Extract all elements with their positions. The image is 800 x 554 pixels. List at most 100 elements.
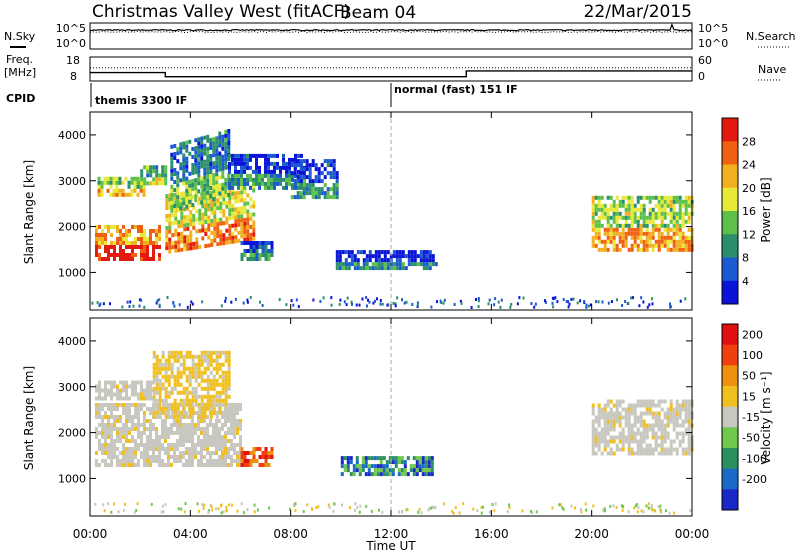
range-cell	[252, 228, 256, 233]
range-cell	[314, 167, 318, 172]
range-cell	[234, 161, 237, 166]
range-cell	[645, 411, 649, 416]
range-cell	[657, 443, 661, 448]
range-cell	[206, 178, 210, 183]
range-cell	[125, 396, 128, 401]
range-cell	[678, 239, 682, 244]
range-cell	[167, 394, 171, 399]
range-cell	[191, 431, 194, 435]
range-cell	[430, 460, 434, 465]
range-cell	[155, 177, 159, 182]
range-cell	[143, 403, 146, 407]
range-cell	[113, 502, 115, 506]
range-cell	[320, 163, 324, 168]
range-cell	[182, 439, 185, 443]
range-cell	[200, 148, 204, 153]
range-cell	[419, 258, 423, 263]
range-cell	[428, 258, 432, 263]
range-cell	[122, 241, 125, 245]
range-cell	[225, 228, 229, 233]
range-cell	[681, 435, 685, 440]
range-cell	[209, 394, 213, 399]
range-cell	[326, 187, 330, 192]
range-cell	[255, 447, 259, 451]
range-cell	[672, 227, 676, 232]
range-cell	[101, 407, 104, 411]
range-cell	[128, 241, 131, 245]
range-cell	[663, 235, 667, 240]
range-cell	[618, 239, 622, 244]
range-cell	[669, 403, 673, 408]
range-cell	[113, 455, 116, 459]
range-cell	[176, 374, 180, 379]
range-cell	[630, 447, 634, 452]
range-cell	[409, 468, 413, 473]
range-cell	[113, 225, 116, 229]
range-cell	[594, 431, 598, 436]
range-cell	[681, 203, 685, 208]
range-cell	[209, 423, 212, 427]
range-cell	[110, 241, 113, 245]
range-cell	[224, 386, 228, 391]
range-cell	[637, 506, 640, 509]
range-cell	[648, 427, 652, 432]
range-cell	[158, 459, 161, 463]
range-cell	[164, 423, 167, 427]
range-cell	[104, 384, 107, 389]
range-cell	[420, 511, 423, 515]
range-cell	[425, 262, 429, 267]
range-cell	[191, 439, 194, 443]
range-cell	[121, 192, 125, 197]
range-cell	[609, 411, 613, 416]
range-cell	[121, 188, 125, 193]
range-cell	[116, 427, 119, 431]
range-cell	[398, 262, 402, 267]
station-title: Christmas Valley West (fitACF)	[92, 2, 350, 22]
range-cell	[98, 431, 101, 435]
range-cell	[379, 299, 382, 302]
range-cell	[639, 195, 643, 200]
range-cell	[215, 370, 219, 375]
range-cell	[401, 266, 405, 271]
range-cell	[197, 463, 200, 467]
range-cell	[194, 447, 197, 451]
range-cell	[185, 411, 188, 415]
range-cell	[267, 253, 271, 257]
range-cell	[95, 451, 98, 455]
range-cell	[170, 196, 174, 201]
range-cell	[279, 169, 282, 174]
range-cell	[194, 451, 197, 455]
power-colorbar-label: Power [dB]	[759, 177, 773, 242]
range-cell	[669, 239, 673, 244]
range-cell	[666, 239, 670, 244]
range-cell	[395, 250, 399, 255]
range-cell	[115, 192, 119, 197]
range-cell	[659, 504, 662, 508]
range-cell	[218, 406, 222, 411]
range-cell	[293, 183, 297, 188]
range-cell	[134, 447, 137, 451]
range-cell	[118, 192, 122, 197]
range-cell	[346, 296, 349, 300]
range-cell	[379, 472, 383, 477]
range-cell	[110, 447, 113, 451]
range-cell	[585, 303, 588, 307]
range-cell	[121, 180, 125, 185]
range-cell	[176, 459, 179, 463]
range-cell	[243, 157, 246, 162]
range-cell	[352, 472, 356, 477]
range-cell	[164, 435, 167, 439]
range-cell	[155, 390, 159, 395]
range-cell	[317, 505, 320, 509]
range-cell	[227, 382, 231, 387]
range-cell	[98, 463, 101, 467]
range-cell	[246, 165, 249, 170]
range-cell	[107, 415, 110, 419]
range-cell	[190, 300, 193, 304]
range-cell	[672, 423, 676, 428]
range-cell	[149, 165, 153, 170]
range-cell	[131, 415, 134, 419]
range-cell	[493, 303, 496, 307]
range-cell	[143, 253, 146, 257]
range-cell	[95, 253, 98, 257]
